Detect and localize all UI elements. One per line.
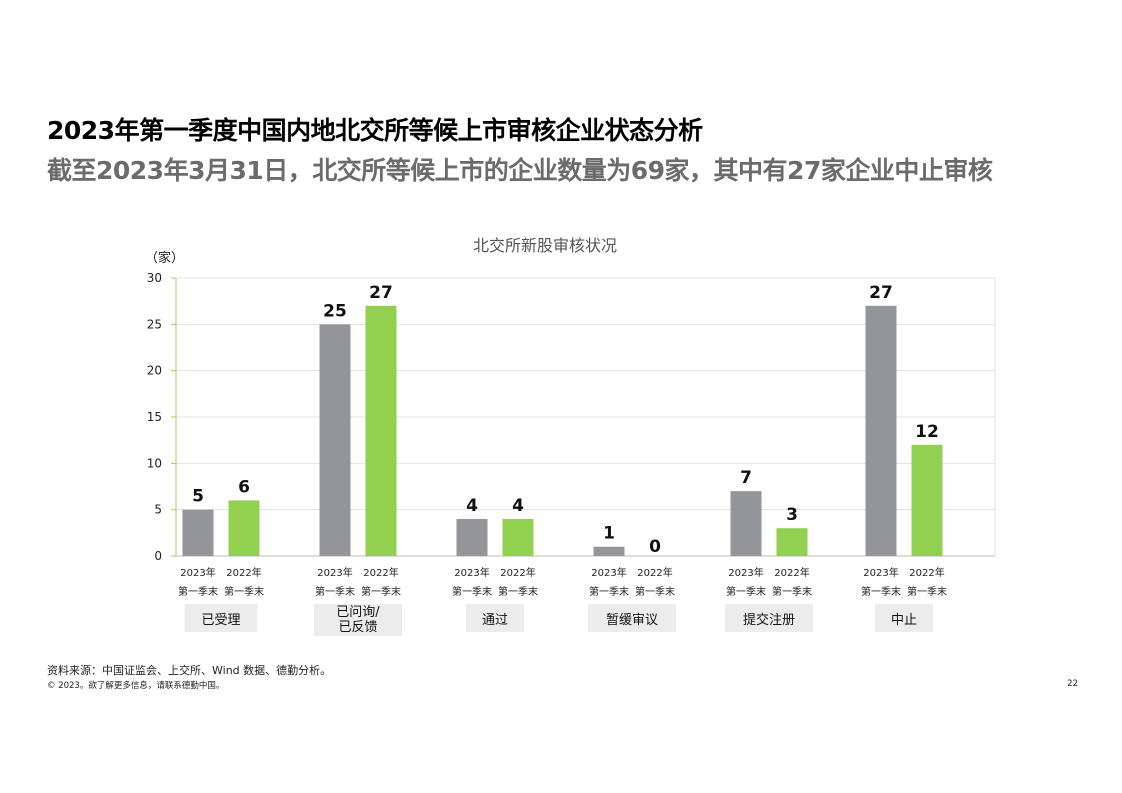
category-label: 已问询/已反馈 xyxy=(336,605,380,635)
category-label: 提交注册 xyxy=(743,612,795,628)
y-tick-label: 0 xyxy=(154,549,162,563)
bar-value-label: 4 xyxy=(512,496,524,516)
bar-period-label: 2022年第一季末 xyxy=(361,566,401,598)
category-label: 暂缓审议 xyxy=(606,613,658,628)
bar-period-label: 2023年第一季末 xyxy=(726,566,766,598)
bar-period-label: 2023年第一季末 xyxy=(861,566,901,598)
bar-value-label: 5 xyxy=(192,487,204,507)
bar-value-label: 0 xyxy=(649,537,661,557)
bar-value-label: 4 xyxy=(466,496,478,516)
category-label-box xyxy=(725,604,813,632)
bar xyxy=(456,518,488,556)
category-label-box xyxy=(588,604,676,632)
bar xyxy=(182,509,214,556)
bar xyxy=(319,324,351,556)
bar-value-label: 6 xyxy=(238,477,250,497)
bar-period-label: 2022年第一季末 xyxy=(907,566,947,598)
category-label: 通过 xyxy=(482,613,508,628)
y-tick-label: 10 xyxy=(147,456,162,470)
bar-period-label: 2023年第一季末 xyxy=(452,566,492,598)
bar-value-label: 1 xyxy=(603,524,615,544)
category-label-box xyxy=(466,604,524,632)
y-tick-label: 25 xyxy=(147,317,162,331)
bar-period-label: 2022年第一季末 xyxy=(635,566,675,598)
bar xyxy=(502,518,534,556)
category-label-box xyxy=(314,604,402,636)
y-tick-label: 15 xyxy=(147,410,162,424)
bar-value-label: 7 xyxy=(740,468,752,488)
page-number: 22 xyxy=(1067,679,1078,689)
bar-value-label: 12 xyxy=(915,422,939,442)
y-axis-unit: （家） xyxy=(145,250,184,266)
bar-value-label: 3 xyxy=(786,505,798,525)
bar-period-label: 2023年第一季末 xyxy=(178,566,218,598)
bar-period-label: 2023年第一季末 xyxy=(589,566,629,598)
bar xyxy=(365,305,397,556)
page-title: 2023年第一季度中国内地北交所等候上市审核企业状态分析 xyxy=(47,116,703,145)
y-tick-label: 30 xyxy=(147,271,162,285)
bar xyxy=(865,305,897,556)
bar-value-label: 27 xyxy=(869,283,893,303)
chart-title: 北交所新股审核状况 xyxy=(472,236,617,255)
y-tick-label: 20 xyxy=(147,364,162,378)
bar-period-label: 2023年第一季末 xyxy=(315,566,355,598)
page-subtitle: 截至2023年3月31日，北交所等候上市的企业数量为69家，其中有27家企业中止… xyxy=(47,156,993,185)
y-tick-label: 5 xyxy=(154,503,162,517)
bar-value-label: 25 xyxy=(323,301,347,321)
bar xyxy=(228,500,260,556)
category-label-box xyxy=(184,604,258,632)
bar-period-label: 2022年第一季末 xyxy=(498,566,538,598)
bar xyxy=(593,546,625,556)
bar-period-label: 2022年第一季末 xyxy=(224,566,264,598)
copyright-note: © 2023。欲了解更多信息，请联系德勤中国。 xyxy=(47,681,225,691)
category-label: 已受理 xyxy=(201,613,240,628)
source-note: 资料来源：中国证监会、上交所、Wind 数据、德勤分析。 xyxy=(47,664,332,677)
category-label-box xyxy=(875,604,933,632)
category-label: 中止 xyxy=(891,613,917,628)
bar-value-label: 27 xyxy=(369,283,393,303)
bar xyxy=(776,528,808,556)
bar xyxy=(911,444,943,556)
bar xyxy=(730,491,762,556)
bar-period-label: 2022年第一季末 xyxy=(772,566,812,598)
